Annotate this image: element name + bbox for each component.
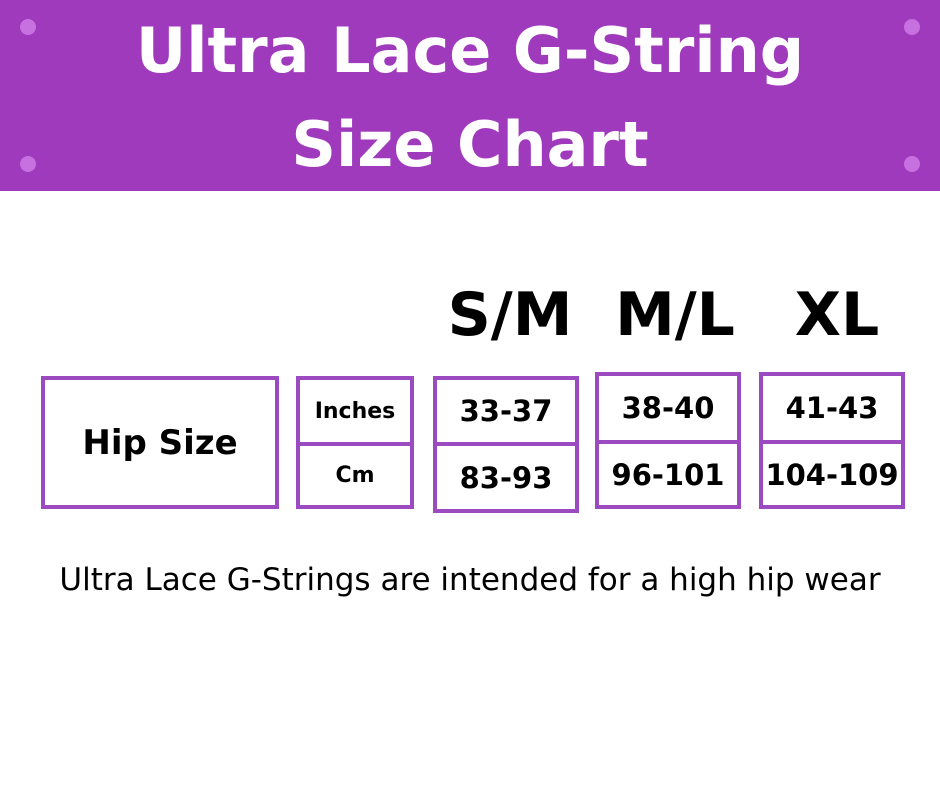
- title-line-2: Size Chart: [291, 108, 649, 181]
- divider: [437, 442, 575, 446]
- size-box-ml: 38-40 96-101: [595, 372, 741, 509]
- size-box-sm: 33-37 83-93: [433, 376, 579, 513]
- sm-cm: 83-93: [459, 460, 553, 495]
- wear-note: Ultra Lace G-Strings are intended for a …: [59, 562, 881, 598]
- divider: [763, 440, 901, 444]
- hip-size-box: Hip Size: [41, 376, 279, 509]
- ml-cm: 96-101: [611, 457, 725, 492]
- sm-inches: 33-37: [459, 394, 553, 428]
- divider: [599, 440, 737, 444]
- ml-inches: 38-40: [621, 391, 715, 425]
- size-box-xl: 41-43 104-109: [759, 372, 905, 509]
- unit-inches: Inches: [314, 398, 396, 424]
- header-banner: Ultra Lace G-String Size Chart: [0, 0, 940, 191]
- decorative-dot: [20, 19, 36, 35]
- divider: [300, 442, 410, 446]
- xl-cm: 104-109: [765, 457, 899, 492]
- units-box: Inches Cm: [296, 376, 414, 509]
- size-header-sm: S/M: [447, 280, 573, 350]
- hip-size-label: Hip Size: [82, 422, 238, 463]
- decorative-dot: [904, 156, 920, 172]
- xl-inches: 41-43: [785, 391, 879, 425]
- size-header-ml: M/L: [615, 280, 735, 350]
- decorative-dot: [20, 156, 36, 172]
- title-line-1: Ultra Lace G-String: [135, 14, 805, 87]
- decorative-dot: [904, 19, 920, 35]
- unit-cm: Cm: [335, 463, 375, 488]
- size-header-xl: XL: [794, 280, 880, 350]
